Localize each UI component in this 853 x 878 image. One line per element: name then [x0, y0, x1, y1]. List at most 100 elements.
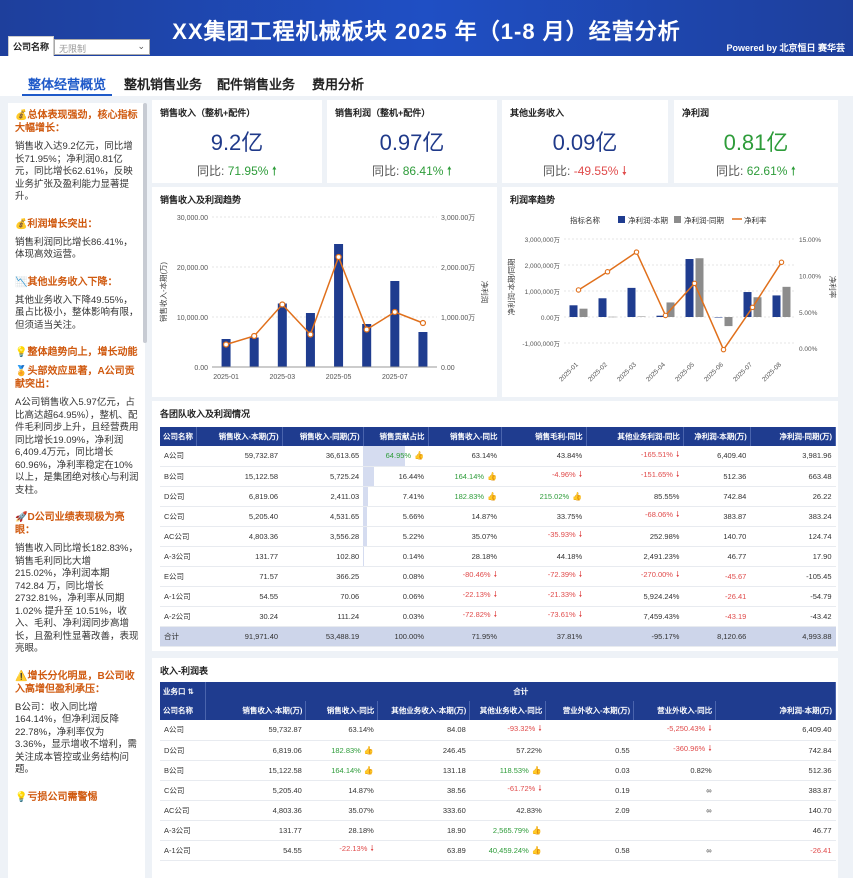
legend-swatch: [618, 216, 625, 223]
group-header[interactable]: 业务口 ⇅: [160, 682, 207, 701]
arrow-down-icon: 🠗: [578, 610, 583, 619]
column-header[interactable]: 营业外收入-同比: [633, 701, 717, 720]
table-cell: 46.77: [683, 546, 751, 567]
net-margin-point: [575, 287, 582, 293]
table-row[interactable]: C公司 5,205.40 4,531.65 5.66% 14.87% 33.75% -68.…: [160, 506, 836, 527]
table-row[interactable]: A-1公司 54.55 -22.13% 🠗 63.89 40,459.24% 👍 0.58 ∞ -…: [160, 840, 836, 861]
net-profit-point: [363, 326, 370, 333]
table-cell: 14.87%: [305, 780, 378, 801]
column-header[interactable]: 销售贡献占比: [363, 427, 429, 446]
column-header[interactable]: 净利润-本期(万): [683, 427, 751, 446]
table-cell: -61.72% 🠗: [469, 780, 546, 801]
table-row[interactable]: A公司 59,732.87 63.14% 84.08 -93.32% 🠗 -5,250.43…: [160, 720, 836, 741]
table-row[interactable]: E公司 71.57 366.25 0.08% -80.46% 🠗 -72.39% 🠗 -270.…: [160, 566, 836, 587]
table-cell: 42.83%: [469, 800, 546, 821]
arrow-down-icon: 🠗: [493, 570, 498, 579]
y-tick-label: 0.00万: [541, 314, 561, 322]
table-row[interactable]: A-3公司 131.77 28.18% 18.90 2,565.79% 👍 46.77: [160, 820, 836, 841]
table-row[interactable]: A-1公司 54.55 70.06 0.06% -22.13% 🠗 -21.33% 🠗 5,92…: [160, 586, 836, 607]
y-tick-label: 3,000,000万: [525, 236, 561, 244]
column-header[interactable]: 净利润-同期(万): [750, 427, 836, 446]
tab-machine-sales[interactable]: 整机销售业务: [124, 77, 203, 92]
column-header[interactable]: 其他业务利润-同比: [586, 427, 684, 446]
column-header[interactable]: 销售收入-本期(万): [205, 701, 307, 720]
table-cell: 30.24: [196, 606, 283, 627]
column-header[interactable]: 销售收入-同期(万): [282, 427, 364, 446]
column-header[interactable]: 公司名称: [160, 427, 198, 446]
sidebar-scrollbar[interactable]: [143, 103, 147, 343]
table-cell: 100.00%: [363, 626, 429, 647]
insight-heading: 💰总体表现强劲，核心指标大幅增长：: [15, 110, 138, 134]
insight-text: 销售利润同比增长86.41%，体现高效运营。: [15, 236, 133, 261]
column-header[interactable]: 其他业务收入-本期(万): [377, 701, 471, 720]
chart-title: 销售收入及利润趋势: [160, 195, 242, 205]
x-tick-label: 2025-01: [213, 374, 239, 381]
table-row[interactable]: 合计 91,971.40 53,488.19 100.00% 71.95% 37.81% -…: [160, 626, 836, 647]
tab-expense[interactable]: 费用分析: [312, 77, 365, 92]
tab-parts-sales[interactable]: 配件销售业务: [217, 77, 296, 92]
table-cell: 742.84: [683, 486, 751, 507]
header-banner: XX集团工程机械板块 2025 年（1-8 月）经营分析 Powered by …: [0, 0, 853, 57]
column-header[interactable]: 公司名称: [160, 701, 207, 720]
table-cell: B公司: [160, 760, 206, 781]
table-row[interactable]: AC公司 4,803.36 35.07% 333.60 42.83% 2.09 ∞ 140.7…: [160, 800, 836, 821]
column-header[interactable]: 净利润-本期(万): [715, 701, 836, 720]
column-header[interactable]: 销售收入-本期(万): [196, 427, 283, 446]
column-header[interactable]: 其他业务收入-同比: [469, 701, 547, 720]
arrow-down-icon: 🠗: [538, 723, 542, 733]
table-row[interactable]: B公司 15,122.58 164.14% 👍 131.18 118.53% 👍 0.03 0.…: [160, 760, 836, 781]
table-cell: AC公司: [160, 526, 197, 547]
column-header[interactable]: 销售收入-同比: [305, 701, 379, 720]
company-select[interactable]: 无限制 ⌄: [54, 38, 151, 55]
thumbs-up-icon: 👍: [414, 451, 425, 461]
table-cell: -5,250.43% 🠗: [633, 720, 716, 741]
column-header[interactable]: 销售毛利-同比: [501, 427, 587, 446]
table-row[interactable]: B公司 15,122.58 5,725.24 16.44% 164.14% 👍 -4.96%…: [160, 466, 836, 487]
group-header-row: 业务口 ⇅ 合计: [160, 682, 836, 701]
table-row[interactable]: A-3公司 131.77 102.80 0.14% 28.18% 44.18% 2,491.…: [160, 546, 836, 567]
table-cell: 118.53% 👍: [469, 760, 546, 781]
table-cell: 54.55: [196, 586, 283, 607]
y2-tick-label: 3,000.00万: [441, 214, 475, 222]
team-revenue-table: 公司名称 销售收入-本期(万) 销售收入-同期(万) 销售贡献占比 销售收入-同比 销售毛…: [160, 427, 836, 647]
table-cell: 2,411.03: [282, 486, 364, 507]
powered-by: Powered by 北京恒日 赛华芸: [726, 43, 845, 53]
table-cell: A公司: [160, 446, 197, 467]
table-row[interactable]: D公司 6,819.06 182.83% 👍 246.45 57.22% 0.55 -360.…: [160, 740, 836, 761]
table-row[interactable]: C公司 5,205.40 14.87% 38.56 -61.72% 🠗 0.19 ∞ 383.8…: [160, 780, 836, 801]
table-cell: D公司: [160, 740, 206, 761]
tab-overview[interactable]: 整体经营概览: [21, 74, 113, 96]
company-filter-label: 公司名称: [8, 36, 55, 57]
table-cell: 33.75%: [501, 506, 587, 527]
table-row[interactable]: A-2公司 30.24 111.24 0.03% -72.82% 🠗 -73.61% 🠗 7,4…: [160, 606, 836, 627]
table-cell: 26.22: [750, 486, 836, 507]
y2-tick-label: 15.00%: [799, 237, 821, 244]
net-margin-point: [662, 312, 669, 319]
table-cell: 5.66%: [363, 506, 429, 527]
column-header[interactable]: 营业外收入-本期(万): [545, 701, 635, 720]
table-row[interactable]: A公司 59,732.87 36,613.65 64.95% 👍 63.14% 43.84%…: [160, 446, 836, 467]
insight-text: 销售收入同比增长182.83%，销售毛利同比大增 215.02%，净利润本期 7…: [15, 543, 139, 654]
column-header[interactable]: 销售收入-同比: [428, 427, 502, 446]
y2-tick-label: 1,000.00万: [441, 314, 475, 322]
thumbs-up-icon: 👍: [531, 765, 542, 775]
x-tick-label: 2025-07: [732, 361, 754, 383]
table-cell: A公司: [160, 720, 206, 741]
insight-text: 销售收入达9.2亿元，同比增长71.95%；净利润0.81亿元，同比增长62.6…: [15, 141, 133, 202]
table-cell: 0.03: [545, 760, 634, 781]
table-cell: ∞: [633, 840, 716, 861]
y2-tick-label: 10.00%: [799, 273, 821, 280]
legend-swatch: [674, 216, 681, 223]
revenue-bar: [390, 281, 400, 367]
table-row[interactable]: AC公司 4,803.36 3,556.28 5.22% 35.07% -35.93% 🠗 2…: [160, 526, 836, 547]
table-cell: 85.55%: [586, 486, 684, 507]
table-cell: C公司: [160, 506, 197, 527]
table-cell: 383.87: [715, 780, 836, 801]
net-profit-prior-bar: [695, 258, 704, 317]
y2-tick-label: 2,000.00万: [441, 264, 475, 272]
insight-heading: 📉其他业务收入下降：: [15, 276, 118, 288]
table-row[interactable]: D公司 6,819.06 2,411.03 7.41% 182.83% 👍 215.02% 👍…: [160, 486, 836, 507]
net-profit-point: [222, 341, 230, 348]
kpi-title: 销售利润（整机+配件）: [335, 108, 431, 118]
share-bar: [363, 526, 367, 546]
